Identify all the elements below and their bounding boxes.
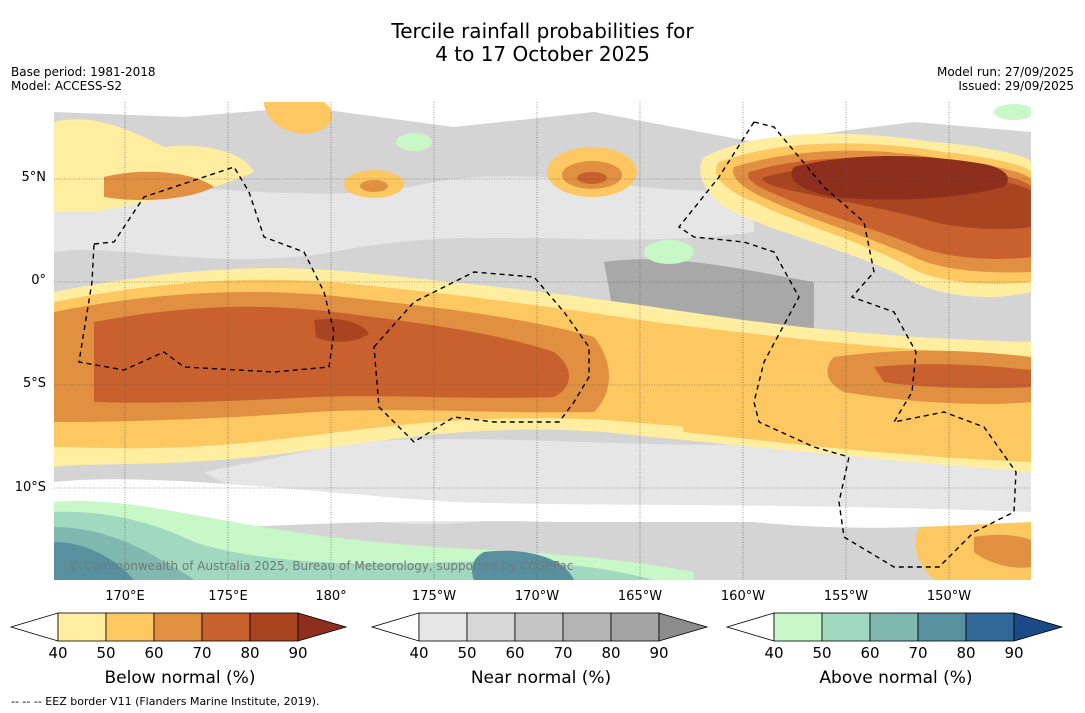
eez-west — [78, 166, 335, 373]
colorbar-tick-label: 40 — [409, 644, 429, 662]
eez-borders — [78, 121, 1017, 568]
below-normal-band-80 — [314, 318, 369, 342]
above-normal-70 — [54, 542, 134, 580]
colorbar-tick-label: 90 — [649, 644, 669, 662]
lon-label-175e: 175°E — [208, 589, 248, 604]
model-name: Model: ACCESS-S2 — [11, 79, 123, 93]
colorbar-segment — [371, 612, 420, 642]
colorbar-tick-label: 90 — [288, 644, 308, 662]
colorbar-segment — [105, 612, 155, 642]
above-normal-isle-3 — [994, 104, 1031, 120]
colorbar-tick-label: 80 — [240, 644, 260, 662]
colorbar-segment — [418, 612, 468, 642]
colorbar-segment — [297, 612, 348, 642]
title-line-2: 4 to 17 October 2025 — [435, 42, 650, 66]
lon-label-170w: 170°W — [514, 589, 560, 604]
colorbar-segment — [201, 612, 251, 642]
title-line-1: Tercile rainfall probabilities for — [391, 19, 694, 43]
colorbar-segment — [773, 612, 823, 642]
below-normal-top-patch — [264, 102, 333, 134]
above-normal-isle — [644, 240, 694, 264]
lat-label-10s: 10°S — [14, 480, 46, 495]
probability-map: © Commonwealth of Australia 2025, Bureau… — [54, 102, 1031, 580]
colorbar-segment — [726, 612, 775, 642]
colorbar-segment — [466, 612, 516, 642]
colorbar-segment — [965, 612, 1015, 642]
above-normal-isle-2 — [396, 133, 432, 151]
colorbar-below-normal — [10, 612, 348, 642]
below-normal-isle-1-core — [360, 180, 388, 192]
colorbar-tick-label: 70 — [908, 644, 928, 662]
map-svg: © Commonwealth of Australia 2025, Bureau… — [54, 102, 1031, 580]
eez-east — [753, 121, 1017, 568]
colorbar-segment — [658, 612, 709, 642]
base-period: Base period: 1981-2018 — [11, 65, 156, 79]
above-normal-patch — [472, 550, 574, 580]
colorbar-tick-label: 80 — [601, 644, 621, 662]
issued-date: Issued: 29/09/2025 — [958, 79, 1074, 93]
colorbar-tick-label: 40 — [48, 644, 68, 662]
colorbar-above-normal — [726, 612, 1064, 642]
lon-label-165w: 165°W — [617, 589, 663, 604]
eez-central — [373, 271, 590, 443]
lon-label-180: 180° — [315, 589, 347, 604]
model-run: Model run: 27/09/2025 — [936, 65, 1074, 79]
lat-label-5n: 5°N — [21, 170, 47, 185]
colorbar-segment — [153, 612, 203, 642]
colorbar-title-below: Below normal (%) — [104, 668, 256, 688]
colorbar-segment — [610, 612, 660, 642]
meta-left: Base period: 1981-2018 Model: ACCESS-S2 — [11, 65, 156, 93]
lon-label-175w: 175°W — [411, 589, 457, 604]
copyright-text: © Commonwealth of Australia 2025, Bureau… — [68, 559, 573, 573]
colorbar-tick-label: 50 — [96, 644, 116, 662]
colorbar-tick-label: 70 — [192, 644, 212, 662]
below-normal-south-band — [674, 401, 1031, 462]
colorbar-segment — [10, 612, 59, 642]
colorbar-tick-label: 80 — [956, 644, 976, 662]
colorbar-title-near: Near normal (%) — [470, 668, 612, 688]
colorbar-segment — [249, 612, 299, 642]
colorbar-title-above: Above normal (%) — [819, 668, 973, 688]
colorbar-tick-label: 90 — [1004, 644, 1024, 662]
colorbar-segment — [917, 612, 967, 642]
colorbar-tick-label: 70 — [553, 644, 573, 662]
lon-label-160w: 160°W — [720, 589, 766, 604]
below-normal-isle-2-core — [577, 172, 607, 184]
colorbar-tick-label: 40 — [764, 644, 784, 662]
below-normal-se-core — [974, 534, 1031, 568]
below-normal-east-core — [874, 364, 1031, 389]
colorbar-segment — [1013, 612, 1064, 642]
lat-label-0: 0° — [31, 273, 46, 288]
colorbar-segment — [514, 612, 564, 642]
colorbar-tick-label: 60 — [860, 644, 880, 662]
white-band-south — [54, 479, 1031, 532]
gridlines — [54, 102, 1031, 580]
colorbar-segment — [821, 612, 871, 642]
light-grey-band — [54, 176, 754, 260]
colorbar-near-normal — [371, 612, 709, 642]
eez-footnote: -- -- -- EEZ border V11 (Flanders Marine… — [11, 695, 320, 708]
colorbar-tick-label: 50 — [457, 644, 477, 662]
lon-label-155w: 155°W — [823, 589, 869, 604]
colorbar-segment — [869, 612, 919, 642]
colorbar-segment — [562, 612, 612, 642]
colorbar-tick-label: 50 — [812, 644, 832, 662]
lon-label-170e: 170°E — [105, 589, 145, 604]
colorbar-tick-label: 60 — [144, 644, 164, 662]
below-normal-band-70 — [94, 306, 569, 403]
colorbar-tick-label: 60 — [505, 644, 525, 662]
colorbar-segment — [57, 612, 107, 642]
meta-right: Model run: 27/09/2025 Issued: 29/09/2025 — [937, 65, 1074, 93]
map-title: Tercile rainfall probabilities for 4 to … — [0, 20, 1085, 66]
below-normal-ne-90 — [791, 156, 1008, 200]
eez-east-inner — [677, 121, 850, 458]
lon-label-150w: 150°W — [926, 589, 972, 604]
white-band-top — [54, 102, 1031, 142]
lat-label-5s: 5°S — [22, 376, 46, 391]
